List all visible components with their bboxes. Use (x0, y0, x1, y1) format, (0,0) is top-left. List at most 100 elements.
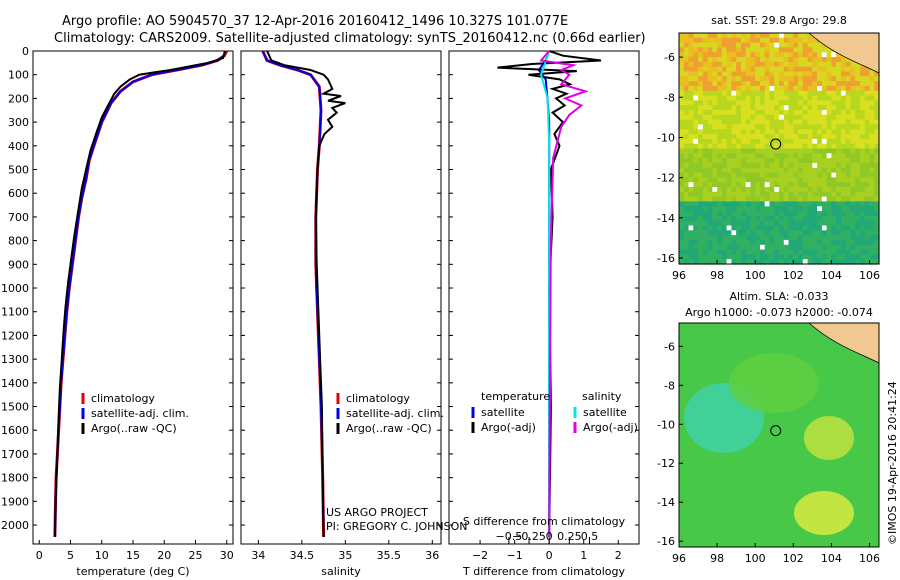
sst-cell (721, 191, 728, 198)
sst-cell (779, 162, 785, 169)
sst-cell (779, 42, 785, 48)
sst-cell (788, 215, 794, 222)
sst-cell (831, 230, 837, 236)
sst-cell (821, 66, 828, 73)
sst-cell (840, 119, 847, 125)
map-y-tick-label: -8 (664, 379, 675, 392)
sst-cell (755, 129, 761, 135)
sst-cell (779, 85, 785, 92)
sst-cell (731, 167, 737, 174)
sst-cell (745, 90, 752, 97)
sst-cell (788, 52, 794, 58)
sst-cell (698, 196, 704, 202)
sst-cell (736, 105, 742, 111)
sst-cell (779, 196, 785, 202)
sst-cell (788, 95, 794, 101)
sst-cell (812, 235, 818, 241)
sst-cell (869, 76, 875, 82)
sst-cell (874, 71, 880, 77)
sst-cell (812, 114, 818, 121)
sst-cell (769, 158, 775, 164)
sst-cell (783, 196, 790, 202)
sst-cell (736, 61, 742, 68)
sst-cell (845, 153, 852, 159)
sst-cell (788, 138, 794, 145)
sst-cell (698, 81, 704, 87)
sst-cell (764, 235, 771, 241)
sst-cell (745, 187, 752, 193)
map-subtitle: Argo h1000: -0.073 h2000: -0.074 (685, 306, 873, 319)
sst-cell (821, 76, 828, 82)
sst-cell (874, 172, 880, 178)
sst-cell (760, 90, 766, 97)
sst-cell (807, 196, 813, 202)
sst-cell (807, 66, 813, 73)
sst-cell (821, 124, 828, 130)
sst-cell (850, 162, 856, 169)
sst-cell (679, 81, 685, 87)
legend-label: satellite-adj. clim. (346, 407, 444, 420)
sst-cell (702, 153, 709, 159)
sst-cell (707, 153, 713, 159)
x-tick-label: 20 (157, 549, 171, 562)
sst-cell (683, 138, 690, 145)
sst-cell (831, 211, 837, 217)
sst-cell (726, 148, 732, 154)
sst-cell (712, 177, 718, 183)
sst-cell (736, 244, 742, 251)
sst-cell (850, 244, 856, 251)
sst-cell (698, 66, 704, 73)
sst-cell (769, 244, 775, 251)
sst-cell (702, 220, 709, 227)
sst-cell (821, 110, 828, 116)
sst-cell (869, 71, 875, 77)
sst-cell (717, 254, 723, 260)
sst-cell (845, 172, 852, 178)
sst-cell (760, 110, 766, 116)
sst-cell (760, 182, 766, 188)
sst-cell (764, 249, 771, 255)
sst-cell (764, 90, 771, 97)
sst-cell (736, 182, 742, 188)
sst-cell (702, 206, 709, 212)
sst-cell (731, 81, 737, 87)
sst-cell (779, 124, 785, 130)
sst-cell (845, 85, 852, 92)
sst-cell (740, 191, 747, 198)
sst-cell (755, 220, 761, 227)
sst-cell (679, 220, 685, 227)
sst-cell (736, 177, 742, 183)
sst-cell (726, 191, 732, 198)
sst-cell (802, 220, 809, 227)
x-axis-label: T difference from climatology (462, 565, 625, 578)
sst-cell (836, 211, 842, 217)
sst-cell (764, 105, 771, 111)
sst-cell (750, 85, 756, 92)
map-x-tick-label: 104 (821, 269, 842, 282)
sst-cell (812, 90, 818, 97)
sst-cell (817, 110, 823, 116)
sst-cell (788, 105, 794, 111)
sst-cell (812, 47, 818, 53)
sst-cell (769, 81, 775, 87)
sst-cell (869, 124, 875, 130)
sst-cell (717, 172, 723, 178)
sst-cell (740, 254, 747, 260)
sst-cell (736, 172, 742, 178)
sst-cell (793, 114, 799, 121)
sst-cell (845, 143, 852, 150)
sst-cell (802, 138, 809, 145)
sst-cell (826, 201, 832, 207)
sst-cell (717, 239, 723, 246)
sst-cell (764, 177, 771, 183)
sst-cell (726, 129, 732, 135)
sst-cell (769, 235, 775, 241)
sst-cell (769, 85, 775, 92)
sst-cell (707, 244, 713, 251)
sst-cell (760, 153, 766, 159)
sst-cell (750, 201, 756, 207)
sst-cell (736, 196, 742, 202)
map-y-tick-label: -12 (657, 172, 675, 185)
sst-cell (745, 124, 752, 130)
y-tick-label: 700 (8, 211, 29, 224)
